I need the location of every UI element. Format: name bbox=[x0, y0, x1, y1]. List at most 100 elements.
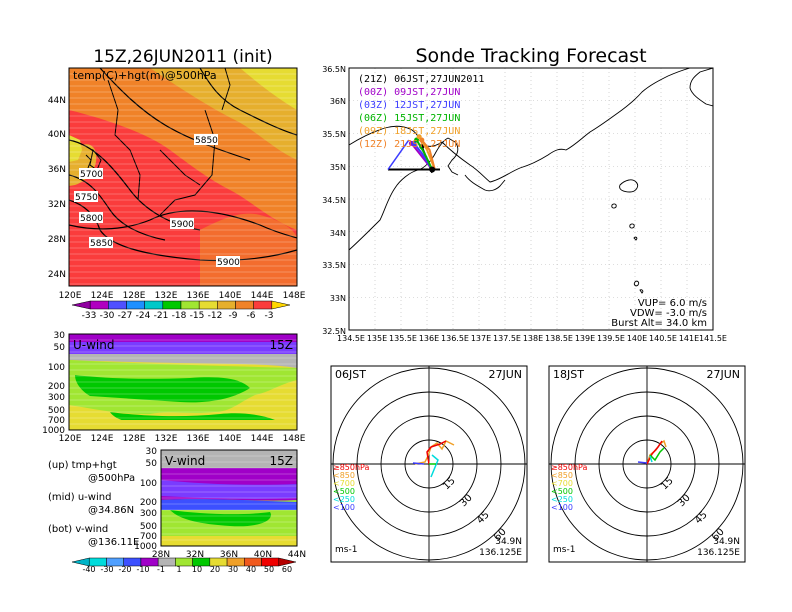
legend-bot-line2: @136.11E bbox=[88, 537, 139, 548]
y-tick-label: 28N bbox=[48, 235, 66, 245]
temp-panel-label: temp(C)+hgt(m)@500hPa bbox=[73, 69, 217, 82]
x-tick-label: 141E bbox=[679, 334, 699, 343]
track-endpoint bbox=[419, 137, 425, 143]
x-tick-label: 128E bbox=[123, 291, 146, 301]
contour-label: 5700 bbox=[80, 170, 103, 180]
y-tick-label: 50 bbox=[146, 459, 158, 469]
level-legend: <500 bbox=[551, 487, 573, 496]
colorbar-tick: -9 bbox=[229, 311, 238, 321]
level-legend: <100 bbox=[333, 503, 355, 512]
hodograph-lat: 34.9N bbox=[713, 537, 740, 547]
x-tick-label: 144E bbox=[251, 434, 274, 444]
colorbar-swatch bbox=[198, 300, 218, 310]
hodograph-unit: ms-1 bbox=[553, 545, 575, 555]
u-wind-time: 15Z bbox=[270, 338, 294, 352]
x-tick-label: 138E bbox=[523, 334, 543, 343]
y-tick-label: 32.5N bbox=[322, 327, 346, 336]
y-tick-label: 35N bbox=[330, 163, 346, 172]
y-tick-label: 500 bbox=[48, 406, 65, 416]
x-tick-label: 40N bbox=[254, 550, 272, 560]
colorbar-tick: -40 bbox=[82, 565, 95, 574]
wind-colorbar bbox=[71, 557, 297, 567]
colorbar-swatch bbox=[126, 300, 145, 310]
x-tick-label: 148E bbox=[283, 291, 306, 301]
x-tick-label: 148E bbox=[283, 434, 306, 444]
vup-text: VUP= 6.0 m/s bbox=[638, 298, 707, 309]
u-wind-label: U-wind bbox=[73, 338, 114, 352]
v-wind-label: V-wind bbox=[165, 454, 205, 468]
x-tick-label: 139E bbox=[575, 334, 595, 343]
colorbar-tick: -15 bbox=[190, 311, 205, 321]
track-legend-entry: (12Z) 21JST,27JUN bbox=[358, 139, 460, 150]
x-tick-label: 136.5E bbox=[441, 334, 469, 343]
contour-label: 5850 bbox=[195, 136, 218, 146]
y-tick-label: 200 bbox=[48, 382, 65, 392]
colorbar-swatch bbox=[71, 300, 91, 310]
y-tick-label: 34.5N bbox=[322, 196, 346, 205]
x-tick-label: 138.5E bbox=[545, 334, 573, 343]
contour-label: 5750 bbox=[75, 193, 98, 203]
y-tick-label: 40N bbox=[48, 130, 66, 140]
y-tick-label: 200 bbox=[140, 498, 157, 508]
legend-up-line2: @500hPa bbox=[88, 473, 135, 484]
x-tick-label: 36N bbox=[220, 550, 238, 560]
level-legend: <850 bbox=[333, 471, 355, 480]
colorbar-tick: -10 bbox=[136, 565, 149, 574]
x-tick-label: 128E bbox=[123, 434, 146, 444]
track-legend-entry: (21Z) 06JST,27JUN2011 bbox=[358, 74, 484, 85]
colorbar-tick: 10 bbox=[192, 565, 202, 574]
temp-panel-frame bbox=[68, 67, 298, 287]
map-grid bbox=[349, 68, 713, 330]
hodograph-date: 27JUN bbox=[706, 368, 740, 381]
y-tick-label: 32N bbox=[48, 200, 66, 210]
colorbar-tick: 50 bbox=[264, 565, 274, 574]
y-tick-label: 30 bbox=[146, 447, 158, 457]
colorbar-tick: 40 bbox=[246, 565, 256, 574]
y-tick-label: 34N bbox=[330, 229, 346, 238]
colorbar-swatch bbox=[278, 557, 297, 567]
hodograph-lon: 136.125E bbox=[697, 548, 740, 558]
colorbar-tick: -6 bbox=[247, 311, 256, 321]
contour-label: 5850 bbox=[90, 239, 113, 249]
x-tick-label: 141.5E bbox=[699, 334, 727, 343]
colorbar-tick: -3 bbox=[265, 311, 274, 321]
x-tick-label: 32N bbox=[186, 550, 204, 560]
level-legend: <700 bbox=[551, 479, 573, 488]
y-tick-label: 30 bbox=[54, 331, 66, 341]
track-line bbox=[387, 139, 410, 170]
colorbar-swatch bbox=[89, 300, 109, 310]
x-tick-label: 136E bbox=[187, 434, 210, 444]
legend-up-line1: (up) tmp+hgt bbox=[48, 460, 117, 471]
track-line bbox=[421, 139, 436, 170]
track-legend-entry: (03Z) 12JST,27JUN bbox=[358, 100, 460, 111]
track-line bbox=[415, 139, 434, 170]
x-tick-label: 124E bbox=[91, 434, 114, 444]
x-tick-label: 124E bbox=[91, 291, 114, 301]
hodograph-date: 27JUN bbox=[488, 368, 522, 381]
x-tick-label: 135E bbox=[367, 334, 387, 343]
hodograph-06jst: 15 30 45 60 06JST 27JUN ≥850hPa <850 <70… bbox=[330, 365, 528, 563]
tracking-map-frame bbox=[348, 67, 714, 331]
level-legend: ≥850hPa bbox=[333, 463, 370, 472]
left-title: 15Z,26JUN2011 (init) bbox=[93, 47, 272, 67]
temperature-colorbar bbox=[71, 300, 291, 310]
colorbar-swatch bbox=[217, 300, 236, 310]
v-wind-frame bbox=[160, 449, 298, 547]
contour-label: 5800 bbox=[80, 214, 103, 224]
colorbar-tick: -30 bbox=[100, 565, 113, 574]
y-tick-label: 50 bbox=[54, 343, 66, 353]
x-tick-label: 132E bbox=[155, 291, 178, 301]
y-tick-label: 44N bbox=[48, 96, 66, 106]
x-tick-label: 137E bbox=[471, 334, 491, 343]
colorbar-tick: 1 bbox=[176, 565, 181, 574]
level-legend: <700 bbox=[333, 479, 355, 488]
legend-mid-line2: @34.86N bbox=[88, 505, 134, 516]
y-tick-label: 33.5N bbox=[322, 261, 346, 270]
y-tick-label: 500 bbox=[140, 522, 157, 532]
x-tick-label: 134.5E bbox=[337, 334, 365, 343]
y-tick-label: 36N bbox=[48, 165, 66, 175]
temp-height-panel bbox=[69, 68, 297, 286]
colorbar-tick: 60 bbox=[282, 565, 292, 574]
v-wind-time: 15Z bbox=[270, 454, 294, 468]
